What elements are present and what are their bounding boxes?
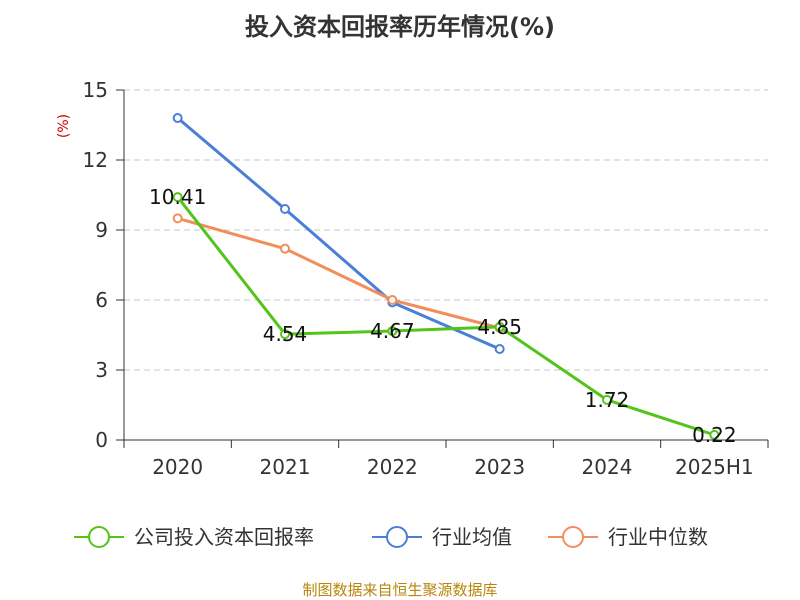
data-point — [387, 295, 398, 305]
series-line — [177, 216, 501, 330]
legend: 公司投入资本回报率 行业均值 行业中位数 — [74, 525, 708, 549]
data-point — [387, 326, 398, 337]
data-point — [172, 113, 183, 123]
axes: 0 3 6 9 12 15 2020 2021 2022 2023 2024 2025H1 — [83, 78, 769, 479]
data-point — [172, 192, 183, 203]
series-line — [176, 196, 715, 437]
chart-title: 投入资本回报率历年情况(%) — [245, 13, 555, 41]
data-point — [280, 204, 290, 214]
data-point — [280, 243, 290, 254]
x-tick-label: 2022 — [367, 455, 418, 479]
x-tick-label: 2021 — [260, 455, 311, 479]
legend-label: 公司投入资本回报率 — [134, 525, 314, 549]
data-label: 10.41 — [149, 185, 206, 209]
y-tick-label: 3 — [95, 358, 108, 382]
data-label: 4.85 — [477, 315, 522, 339]
legend-label: 行业均值 — [432, 525, 512, 549]
y-tick-label: 15 — [83, 78, 108, 102]
data-point — [494, 344, 505, 354]
grid-lines — [124, 89, 768, 371]
x-tick-label: 2023 — [474, 455, 525, 479]
data-label: 4.67 — [370, 319, 415, 343]
data-labels: 10.41 4.54 4.67 4.85 1.72 0.22 — [149, 185, 737, 447]
x-tick-label: 2024 — [582, 455, 633, 479]
data-label: 4.54 — [263, 322, 308, 346]
legend-swatch-marker — [386, 526, 408, 548]
data-point — [602, 394, 612, 405]
data-point — [494, 321, 505, 332]
series-lines — [172, 113, 720, 440]
legend-swatch-marker — [88, 526, 110, 548]
y-tick-label: 12 — [83, 148, 108, 172]
series-line — [176, 116, 501, 351]
data-point — [172, 213, 183, 224]
data-point — [709, 429, 720, 440]
data-label: 0.22 — [692, 423, 737, 447]
y-tick-label: 9 — [95, 218, 108, 242]
y-axis-label: (%) — [56, 114, 72, 138]
legend-label: 行业中位数 — [608, 525, 708, 549]
data-label: 1.72 — [585, 388, 630, 412]
x-tick-label: 2020 — [152, 455, 203, 479]
legend-swatch-marker — [562, 526, 584, 548]
x-tick-label: 2025H1 — [675, 455, 754, 479]
y-tick-label: 6 — [95, 288, 108, 312]
source-note: 制图数据来自恒生聚源数据库 — [302, 581, 497, 599]
data-point — [280, 329, 290, 340]
y-tick-label: 0 — [95, 428, 108, 452]
